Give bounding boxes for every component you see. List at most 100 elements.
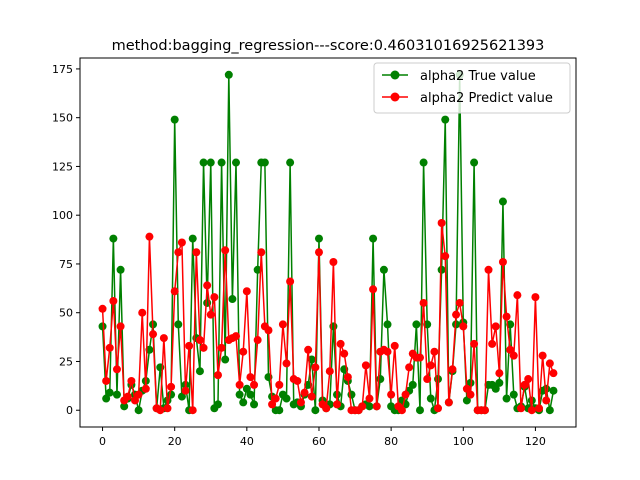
data-point	[466, 390, 475, 399]
data-point	[322, 404, 331, 413]
x-tick-label: 120	[525, 435, 546, 448]
data-point	[210, 293, 219, 302]
data-point	[206, 310, 215, 319]
y-tick-label: 100	[52, 209, 73, 222]
data-point	[116, 265, 125, 274]
data-point	[250, 400, 259, 409]
data-point	[260, 158, 269, 167]
plot-frame	[79, 57, 577, 428]
data-point	[98, 322, 107, 331]
data-point	[531, 293, 540, 302]
data-point	[365, 394, 374, 403]
y-tick-label: 75	[59, 258, 73, 271]
data-point	[470, 158, 479, 167]
data-point	[527, 406, 536, 415]
x-tick-label: 0	[99, 435, 106, 448]
data-point	[293, 376, 302, 385]
data-point	[343, 373, 352, 382]
data-point	[177, 392, 186, 401]
data-point	[545, 406, 554, 415]
data-point	[123, 392, 132, 401]
data-point	[415, 406, 424, 415]
data-point	[228, 295, 237, 304]
data-point	[329, 258, 338, 266]
data-point	[145, 232, 154, 241]
data-point	[232, 158, 241, 167]
data-point	[286, 277, 295, 286]
data-point	[405, 363, 414, 372]
data-point	[426, 394, 435, 403]
data-point	[459, 322, 468, 331]
data-point	[174, 320, 183, 329]
data-point	[376, 375, 385, 384]
data-point	[116, 322, 125, 331]
chart-title: method:bagging_regression---score:0.4603…	[112, 38, 545, 54]
data-point	[253, 265, 262, 274]
data-point	[358, 402, 367, 411]
data-point	[300, 388, 309, 397]
data-point	[177, 238, 186, 247]
data-point	[134, 406, 143, 415]
data-point	[242, 384, 251, 393]
data-point	[419, 158, 428, 167]
data-point	[437, 265, 446, 274]
data-point	[387, 390, 396, 399]
data-point	[502, 312, 511, 321]
data-point	[195, 367, 204, 376]
data-point	[235, 380, 244, 389]
data-point	[156, 406, 165, 415]
data-point	[361, 361, 370, 370]
data-point	[542, 396, 551, 405]
x-tick-label: 80	[384, 435, 398, 448]
data-point	[109, 234, 118, 243]
data-point	[278, 320, 287, 329]
data-point	[188, 406, 197, 415]
data-point	[296, 398, 305, 407]
data-point	[549, 369, 558, 378]
data-point	[488, 339, 497, 348]
data-point	[286, 158, 295, 167]
data-point	[217, 158, 226, 167]
legend-label-predict: alpha2 Predict value	[420, 91, 553, 106]
data-point	[520, 380, 529, 389]
data-point	[213, 371, 222, 380]
data-point	[311, 363, 320, 372]
data-point	[217, 343, 226, 352]
data-point	[127, 376, 136, 385]
data-point	[264, 326, 273, 335]
data-point	[232, 332, 241, 341]
data-point	[524, 375, 533, 384]
data-point	[441, 115, 450, 124]
data-point	[163, 404, 172, 413]
data-point	[441, 252, 450, 261]
data-point	[250, 380, 259, 389]
data-point	[491, 384, 500, 393]
data-point	[246, 373, 255, 382]
data-point	[141, 384, 150, 393]
data-point	[213, 400, 222, 409]
data-point	[192, 248, 201, 257]
data-point	[448, 365, 457, 374]
data-point	[206, 158, 215, 167]
data-point	[174, 248, 183, 257]
data-point	[430, 347, 439, 356]
data-point	[535, 404, 544, 413]
data-point	[336, 339, 345, 348]
data-point	[257, 248, 266, 257]
data-point	[224, 70, 233, 79]
data-point	[412, 320, 421, 329]
data-point	[347, 390, 356, 399]
data-point	[134, 390, 143, 399]
data-point	[383, 320, 392, 329]
data-point	[271, 394, 280, 403]
data-point	[383, 347, 392, 356]
y-tick-label: 0	[66, 404, 73, 417]
data-point	[109, 297, 118, 306]
data-point	[235, 390, 244, 399]
data-point	[195, 336, 204, 345]
data-point	[397, 406, 406, 415]
data-point	[98, 304, 107, 313]
data-point	[549, 386, 558, 395]
data-point	[221, 246, 230, 255]
